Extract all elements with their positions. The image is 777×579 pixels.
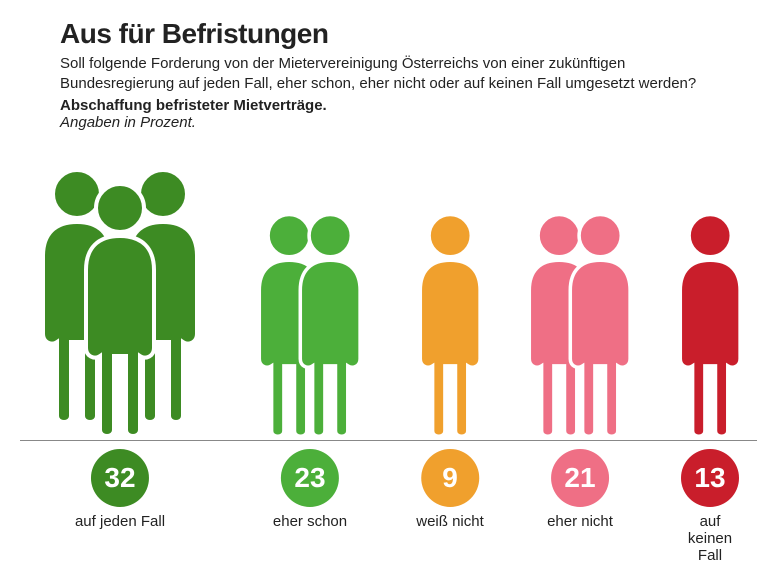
pictogram-chart [20,141,757,441]
value-label-auf_keinen_fall: 13 auf keinen Fall [681,449,739,564]
category-label: auf jeden Fall [75,513,165,530]
value-circle: 23 [281,449,339,507]
unit-note: Angaben in Prozent. [60,114,717,131]
pictogram-group-weiss_nicht [415,211,485,440]
category-label: auf keinen Fall [681,513,739,564]
pictogram-group-eher_schon [254,211,365,440]
person-icon [415,211,485,440]
value-label-weiss_nicht: 9 weiß nicht [416,449,484,530]
value-label-eher_schon: 23 eher schon [273,449,347,530]
value-label-auf_jeden_fall: 32 auf jeden Fall [75,449,165,530]
category-label: weiß nicht [416,513,484,530]
value-labels-row: 32 auf jeden Fall 23 eher schon 9 weiß nicht 2… [20,449,757,559]
value-circle: 13 [681,449,739,507]
pictogram-group-auf_jeden_fall [37,160,203,440]
header: Aus für Befristungen Soll folgende Forde… [0,0,777,131]
category-label: eher schon [273,513,347,530]
person-icon [80,180,160,440]
person-icon [295,211,365,440]
category-label: eher nicht [547,513,613,530]
page-title: Aus für Befristungen [60,18,717,50]
pictogram-group-eher_nicht [524,211,635,440]
person-icon [565,211,635,440]
pictogram-group-auf_keinen_fall [675,211,745,440]
value-circle: 9 [421,449,479,507]
value-circle: 21 [551,449,609,507]
survey-question: Soll folgende Forderung von der Mieterve… [60,54,717,95]
survey-topic: Abschaffung befristeter Mietverträge. [60,97,717,114]
person-icon [675,211,745,440]
value-circle: 32 [91,449,149,507]
value-label-eher_nicht: 21 eher nicht [547,449,613,530]
